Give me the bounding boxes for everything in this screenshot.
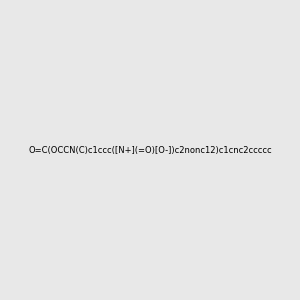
Text: O=C(OCCN(C)c1ccc([N+](=O)[O-])c2nonc12)c1cnc2ccccc: O=C(OCCN(C)c1ccc([N+](=O)[O-])c2nonc12)c… <box>28 146 272 154</box>
